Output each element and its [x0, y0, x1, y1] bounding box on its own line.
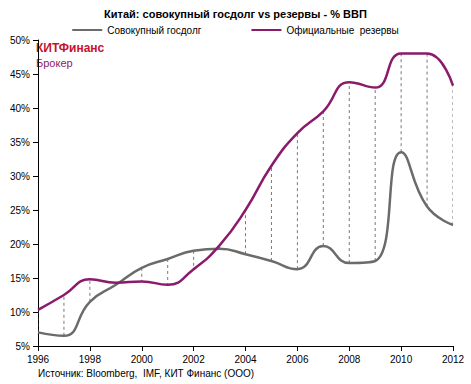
svg-text:Китай: совокупный госдолг vs р: Китай: совокупный госдолг vs резервы - %… — [104, 8, 367, 20]
svg-text:50%: 50% — [10, 35, 30, 46]
svg-text:2004: 2004 — [234, 354, 257, 365]
svg-text:45%: 45% — [10, 69, 30, 80]
svg-text:2008: 2008 — [338, 354, 361, 365]
svg-text:25%: 25% — [10, 205, 30, 216]
svg-text:КИТФинанс: КИТФинанс — [36, 41, 105, 55]
svg-text:35%: 35% — [10, 137, 30, 148]
svg-text:2010: 2010 — [390, 354, 413, 365]
svg-text:2006: 2006 — [286, 354, 309, 365]
svg-text:10%: 10% — [10, 307, 30, 318]
svg-text:Брокер: Брокер — [36, 57, 73, 69]
svg-text:40%: 40% — [10, 103, 30, 114]
svg-text:20%: 20% — [10, 239, 30, 250]
svg-text:30%: 30% — [10, 171, 30, 182]
svg-text:1996: 1996 — [27, 354, 50, 365]
svg-text:2000: 2000 — [131, 354, 154, 365]
svg-text:1998: 1998 — [79, 354, 102, 365]
svg-text:2012: 2012 — [442, 354, 465, 365]
svg-text:5%: 5% — [16, 341, 31, 352]
svg-text:15%: 15% — [10, 273, 30, 284]
svg-text:Официальные резервы: Официальные резервы — [286, 25, 398, 36]
svg-text:2002: 2002 — [183, 354, 206, 365]
svg-text:Источник: Bloomberg, IMF, КИТ: Источник: Bloomberg, IMF, КИТ Финанс (ОО… — [38, 368, 254, 379]
svg-text:Совокупный госдолг: Совокупный госдолг — [107, 25, 202, 36]
